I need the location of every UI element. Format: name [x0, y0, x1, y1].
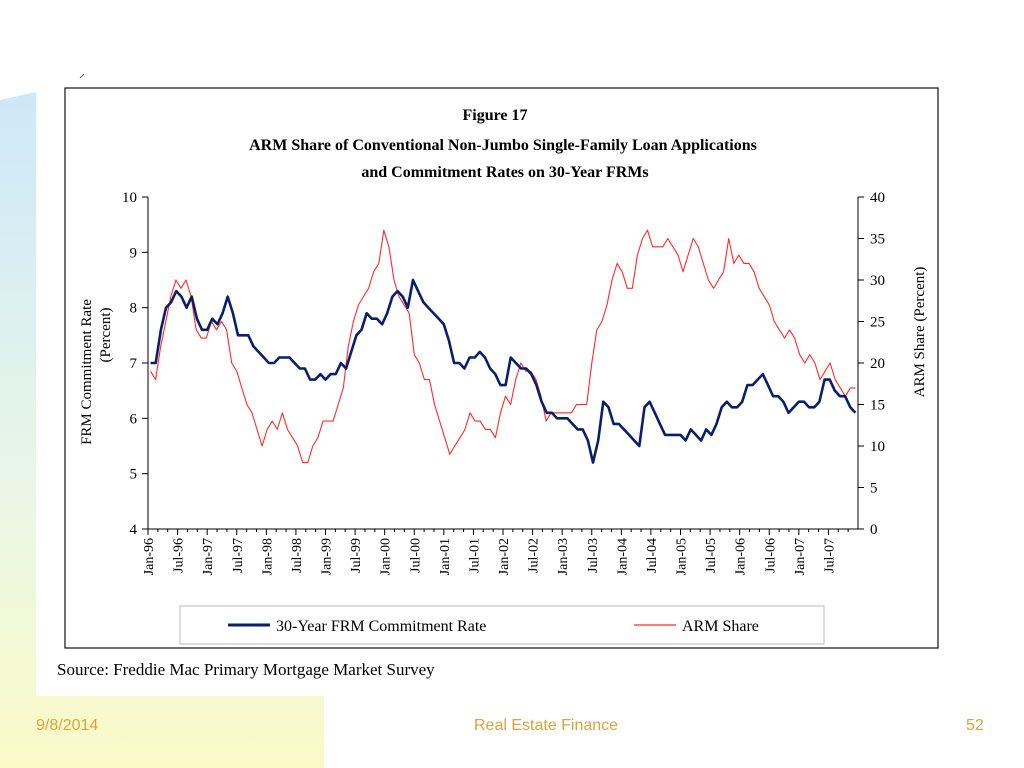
footer-course-title: Real Estate Finance — [474, 717, 619, 734]
y-right-tick-label: 20 — [870, 356, 885, 372]
y-right-tick-label: 30 — [870, 273, 885, 289]
legend: 30-Year FRM Commitment Rate ARM Share — [179, 605, 825, 645]
source-note: Source: Freddie Mac Primary Mortgage Mar… — [57, 660, 435, 679]
y-left-tick-label: 6 — [130, 411, 138, 427]
legend-label-arm: ARM Share — [682, 618, 759, 635]
series-line-frm-rate — [150, 278, 857, 464]
x-tick-label: Jul-99 — [349, 538, 364, 573]
y-right-tick-label: 5 — [870, 481, 878, 497]
x-tick-label: Jul-00 — [408, 538, 423, 573]
chart-title-line-3: and Commitment Rates on 30-Year FRMs — [361, 164, 648, 181]
x-tick-label: Jan-00 — [379, 538, 394, 575]
x-tick-label: Jul-05 — [704, 538, 719, 573]
y-left-tick-label: 5 — [130, 467, 138, 483]
legend-label-frm: 30-Year FRM Commitment Rate — [276, 618, 486, 635]
x-tick-label: Jan-99 — [320, 538, 335, 575]
series-line-arm-share — [150, 229, 856, 464]
x-tick-label: Jul-03 — [586, 538, 601, 573]
y-right-tick-label: 15 — [870, 398, 885, 414]
x-tick-label: Jul-07 — [822, 538, 837, 573]
x-tick-label: Jul-96 — [172, 538, 187, 573]
x-tick-label: Jul-02 — [527, 538, 542, 573]
x-tick-label: Jan-98 — [260, 538, 275, 575]
chart-title-line-2: ARM Share of Conventional Non-Jumbo Sing… — [249, 137, 757, 154]
scan-mark — [79, 73, 85, 79]
x-tick-label: Jan-07 — [793, 538, 808, 575]
y-right-tick-label: 10 — [870, 439, 885, 455]
x-tick-label: Jul-06 — [763, 538, 778, 573]
y-axis-right-label: ARM Share (Percent) — [912, 267, 928, 398]
x-tick-label: Jul-01 — [467, 538, 482, 573]
x-tick-label: Jan-97 — [201, 538, 216, 575]
y-axis-left-label-line-1: FRM Commitment Rate — [79, 299, 95, 445]
y-left-tick-label: 4 — [130, 522, 138, 538]
y-left-tick-label: 7 — [130, 356, 138, 372]
y-left-tick-label: 9 — [130, 245, 138, 261]
x-tick-label: Jan-06 — [734, 538, 749, 575]
y-axis-left-label-line-2: (Percent) — [98, 308, 114, 363]
x-tick-label: Jul-97 — [231, 538, 246, 573]
slide-gradient-band — [0, 92, 324, 768]
x-tick-label: Jan-03 — [556, 538, 571, 575]
x-tick-label: Jan-02 — [497, 538, 512, 575]
x-tick-label: Jan-04 — [615, 538, 630, 575]
y-right-tick-label: 25 — [870, 315, 885, 331]
footer-page-number: 52 — [966, 717, 984, 734]
chart-title-line-1: Figure 17 — [462, 107, 527, 124]
y-left-tick-label: 8 — [130, 301, 138, 317]
legend-box — [179, 605, 825, 645]
y-right-tick-label: 40 — [870, 190, 885, 206]
x-tick-label: Jan-96 — [142, 538, 157, 575]
footer-date: 9/8/2014 — [36, 717, 99, 734]
y-right-tick-label: 35 — [870, 232, 885, 248]
y-right-tick-label: 0 — [870, 522, 878, 538]
x-tick-label: Jul-98 — [290, 538, 305, 573]
x-tick-label: Jan-01 — [438, 538, 453, 575]
chart-frame — [64, 87, 939, 649]
x-tick-label: Jul-04 — [645, 538, 660, 573]
x-tick-label: Jan-05 — [675, 538, 690, 575]
y-left-tick-label: 10 — [122, 190, 137, 206]
